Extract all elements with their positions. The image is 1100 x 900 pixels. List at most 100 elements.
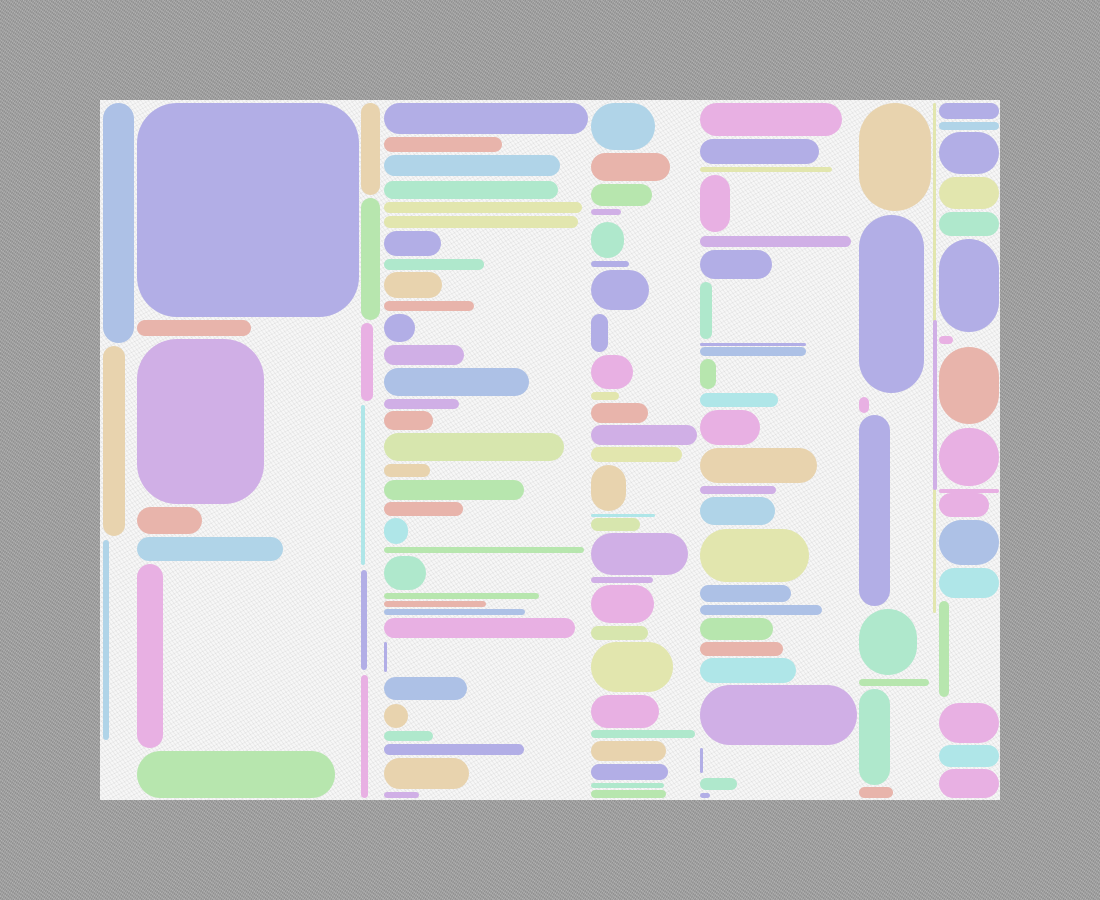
green-rounded-shape: [700, 359, 716, 389]
pink-rounded-shape: [700, 410, 760, 445]
purple-rounded-shape: [591, 425, 697, 445]
purple-rounded-shape: [933, 320, 937, 490]
salmon-rounded-shape: [137, 507, 202, 534]
tan-rounded-shape: [361, 103, 380, 195]
pink-rounded-shape: [591, 585, 654, 623]
pink-rounded-shape: [939, 489, 999, 493]
purple-rounded-shape: [384, 345, 464, 365]
tan-rounded-shape: [591, 741, 666, 761]
lavender-rounded-shape: [700, 139, 819, 164]
salmon-rounded-shape: [591, 403, 648, 423]
lavender-rounded-shape: [384, 744, 524, 755]
salmon-rounded-shape: [384, 301, 474, 311]
pink-rounded-shape: [361, 323, 373, 401]
lavender-rounded-shape: [939, 132, 999, 174]
cyan-rounded-shape: [939, 568, 999, 598]
cyan-rounded-shape: [361, 405, 365, 565]
pink-rounded-shape: [939, 493, 989, 517]
green-rounded-shape: [700, 618, 773, 640]
blue-rounded-shape: [939, 520, 999, 565]
salmon-rounded-shape: [137, 320, 251, 336]
lavender-rounded-shape: [700, 793, 710, 798]
yellow-rounded-shape: [384, 202, 582, 213]
mint-rounded-shape: [591, 783, 664, 788]
pink-rounded-shape: [137, 564, 163, 748]
tan-rounded-shape: [384, 272, 442, 298]
pink-rounded-shape: [384, 618, 575, 638]
green-rounded-shape: [384, 480, 524, 500]
mint-rounded-shape: [591, 730, 695, 738]
green-rounded-shape: [361, 198, 380, 320]
mint-rounded-shape: [384, 556, 426, 590]
blue-rounded-shape: [700, 585, 791, 602]
green-rounded-shape: [591, 790, 666, 798]
lavender-rounded-shape: [859, 215, 924, 393]
blue-rounded-shape: [384, 368, 529, 396]
mint-rounded-shape: [591, 222, 624, 258]
lavender-rounded-shape: [591, 314, 608, 352]
blue-rounded-shape: [103, 103, 134, 343]
pink-rounded-shape: [859, 397, 869, 413]
blue-rounded-shape: [700, 347, 806, 356]
salmon-rounded-shape: [591, 153, 670, 181]
tan-rounded-shape: [859, 103, 931, 211]
purple-rounded-shape: [591, 533, 688, 575]
lavender-rounded-shape: [384, 314, 415, 342]
lavender-rounded-shape: [700, 343, 806, 346]
purple-rounded-shape: [591, 209, 621, 215]
yellow-rounded-shape: [700, 167, 832, 172]
lavender-rounded-shape: [384, 103, 588, 134]
pink-rounded-shape: [591, 355, 633, 389]
yellow-rounded-shape: [591, 447, 682, 462]
green-rounded-shape: [137, 751, 335, 798]
mint-rounded-shape: [384, 181, 558, 199]
pink-rounded-shape: [939, 769, 999, 798]
lavender-rounded-shape: [591, 764, 668, 780]
tan-rounded-shape: [591, 465, 626, 511]
pink-rounded-shape: [700, 103, 842, 136]
cyan-rounded-shape: [700, 658, 796, 683]
lavender-rounded-shape: [361, 570, 367, 670]
lightblue-rounded-shape: [103, 540, 109, 740]
lavender-rounded-shape: [384, 642, 387, 672]
pink-rounded-shape: [591, 695, 659, 728]
yellow-rounded-shape: [591, 392, 619, 400]
mint-rounded-shape: [384, 259, 484, 270]
lightblue-rounded-shape: [700, 497, 775, 525]
tan-rounded-shape: [384, 758, 469, 789]
mint-rounded-shape: [939, 212, 999, 236]
blue-rounded-shape: [384, 609, 525, 615]
yellow-rounded-shape: [591, 642, 673, 692]
yellow-rounded-shape: [384, 216, 578, 228]
lightblue-rounded-shape: [939, 122, 999, 130]
mint-rounded-shape: [859, 689, 890, 785]
lavender-rounded-shape: [939, 239, 999, 332]
salmon-rounded-shape: [384, 411, 433, 430]
mint-rounded-shape: [859, 609, 917, 675]
cyan-rounded-shape: [591, 514, 655, 517]
pink-rounded-shape: [700, 175, 730, 232]
lavender-rounded-shape: [591, 270, 649, 310]
pink-rounded-shape: [939, 703, 999, 743]
salmon-rounded-shape: [939, 347, 999, 424]
mint-rounded-shape: [700, 282, 712, 339]
salmon-rounded-shape: [384, 502, 463, 516]
lightblue-rounded-shape: [591, 103, 655, 150]
purple-rounded-shape: [384, 399, 459, 409]
yellow-rounded-shape: [939, 177, 999, 209]
yellowgreen-rounded-shape: [384, 433, 564, 461]
lightblue-rounded-shape: [384, 155, 560, 176]
tan-rounded-shape: [700, 448, 817, 483]
yellowgreen-rounded-shape: [591, 518, 640, 531]
green-rounded-shape: [591, 184, 652, 206]
cyan-rounded-shape: [939, 745, 999, 767]
pink-rounded-shape: [939, 336, 953, 344]
mint-rounded-shape: [384, 731, 433, 741]
purple-rounded-shape: [137, 339, 264, 504]
pink-rounded-shape: [361, 675, 368, 798]
lightblue-rounded-shape: [137, 537, 283, 561]
purple-rounded-shape: [700, 236, 851, 247]
lavender-rounded-shape: [137, 103, 359, 317]
green-rounded-shape: [384, 547, 584, 553]
mint-rounded-shape: [700, 778, 737, 790]
